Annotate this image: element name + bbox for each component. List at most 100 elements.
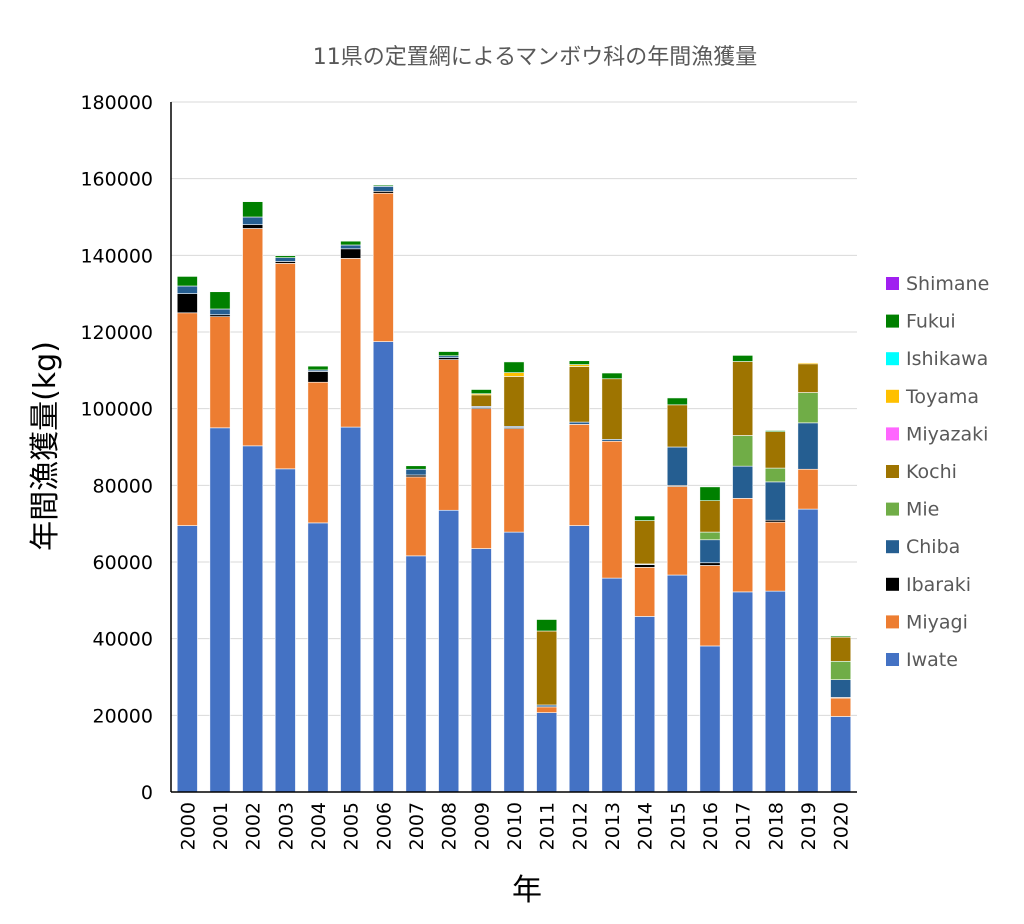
bar-iwate-2018 — [764, 590, 786, 793]
legend: Shimane Fukui Ishikawa Toyama Miyazaki Kochi M… — [886, 273, 989, 671]
bar-miyagi-2000 — [176, 312, 198, 526]
x-tick-label: 2000 — [177, 802, 199, 850]
legend-item-kochi: Kochi — [886, 461, 957, 483]
bar-ibaraki-2004 — [307, 371, 329, 383]
bar-iwate-2011 — [536, 712, 558, 793]
bar-mie-2018 — [764, 467, 786, 483]
bar-chiba-2016 — [699, 539, 721, 564]
bar-kochi-2020 — [830, 636, 852, 662]
bar-kochi-2013 — [601, 378, 623, 440]
legend-label: Shimane — [906, 273, 989, 295]
legend-item-ibaraki: Ibaraki — [886, 574, 971, 596]
x-tick-label: 2016 — [700, 802, 722, 850]
y-tick-label: 60000 — [93, 552, 153, 574]
x-tick-label: 2006 — [373, 802, 395, 850]
bar-fukui-2016 — [699, 486, 721, 501]
bar-miyagi-2015 — [666, 486, 688, 576]
bar-fukui-2017 — [732, 355, 754, 362]
bar-iwate-2001 — [209, 427, 231, 793]
bar-miyagi-2001 — [209, 316, 231, 429]
bar-ibaraki-2002 — [242, 224, 264, 229]
legend-item-miyazaki: Miyazaki — [886, 423, 988, 445]
bar-fukui-2014 — [634, 515, 656, 521]
legend-item-ishikawa: Ishikawa — [886, 348, 988, 370]
bar-miyagi-2009 — [470, 408, 492, 549]
bar-miyagi-2006 — [372, 192, 394, 342]
y-tick-label: 180000 — [80, 92, 153, 114]
bar-ibaraki-2016 — [699, 562, 721, 566]
bar-fukui-2006 — [372, 184, 394, 187]
legend-item-toyama: Toyama — [886, 386, 979, 408]
x-tick-label: 2013 — [602, 802, 624, 850]
chart-title: 11県の定置網によるマンボウ科の年間漁獲量 — [313, 45, 757, 70]
x-tick-label: 2012 — [569, 802, 591, 850]
legend-label: Fukui — [906, 311, 956, 333]
bar-ibaraki-2014 — [634, 564, 656, 568]
bar-chiba-2019 — [797, 422, 819, 470]
y-axis-title: 年間漁獲量(kg) — [28, 341, 63, 551]
bar-miyagi-2008 — [438, 359, 460, 511]
bar-fukui-2013 — [601, 372, 623, 380]
x-axis-title: 年 — [512, 873, 542, 908]
bar-miyagi-2002 — [242, 228, 264, 447]
bar-fukui-2015 — [666, 397, 688, 406]
x-tick-label: 2014 — [635, 802, 657, 850]
bar-mie-2017 — [732, 435, 754, 467]
x-tick-label: 2005 — [341, 802, 363, 850]
legend-swatch — [886, 465, 899, 478]
bar-iwate-2020 — [830, 716, 852, 793]
bar-miyagi-2019 — [797, 468, 819, 510]
x-tick-label: 2017 — [733, 802, 755, 850]
bar-fukui-2008 — [438, 351, 460, 357]
bar-fukui-2000 — [176, 276, 198, 287]
bar-iwate-2016 — [699, 645, 721, 793]
bar-iwate-2008 — [438, 509, 460, 793]
x-tick-label: 2019 — [798, 802, 820, 850]
bar-mie-2020 — [830, 660, 852, 680]
bar-miyagi-2016 — [699, 565, 721, 647]
y-tick-label: 100000 — [80, 399, 153, 421]
legend-label: Mie — [906, 499, 939, 521]
bar-iwate-2003 — [274, 468, 296, 793]
legend-label: Miyagi — [906, 611, 968, 633]
bar-fukui-2005 — [340, 240, 362, 246]
bar-fukui-2007 — [405, 465, 427, 470]
bar-iwate-2015 — [666, 574, 688, 793]
bar-fukui-2003 — [274, 255, 296, 258]
y-tick-label: 20000 — [93, 705, 153, 727]
bar-iwate-2004 — [307, 522, 329, 793]
bar-kochi-2014 — [634, 520, 656, 565]
bar-fukui-2018 — [764, 430, 786, 432]
legend-label: Ishikawa — [906, 348, 988, 370]
bar-toyama-2010 — [503, 372, 525, 377]
bar-miyagi-2007 — [405, 476, 427, 557]
bar-kochi-2012 — [568, 366, 590, 423]
y-tick-label: 80000 — [93, 475, 153, 497]
x-tick-label: 2008 — [439, 802, 461, 850]
bar-kochi-2009 — [470, 394, 492, 407]
bar-chiba-2020 — [830, 679, 852, 698]
bar-fukui-2004 — [307, 365, 329, 371]
bar-iwate-2000 — [176, 525, 198, 793]
bar-iwate-2014 — [634, 616, 656, 793]
axes — [170, 102, 857, 793]
y-tick-label: 120000 — [80, 322, 153, 344]
bar-iwate-2002 — [242, 445, 264, 793]
bars — [176, 184, 852, 793]
bar-miyagi-2020 — [830, 697, 852, 717]
legend-swatch — [886, 389, 899, 403]
bar-iwate-2019 — [797, 508, 819, 793]
legend-item-miyagi: Miyagi — [886, 611, 968, 633]
y-tick-label: 40000 — [93, 629, 153, 651]
bar-chiba-2001 — [209, 308, 231, 316]
x-tick-label: 2004 — [308, 802, 330, 850]
x-tick-label: 2018 — [765, 802, 787, 850]
bar-iwate-2012 — [568, 525, 590, 793]
bar-iwate-2009 — [470, 548, 492, 793]
legend-label: Iwate — [906, 649, 958, 671]
bar-chiba-2003 — [274, 257, 296, 262]
bar-mie-2019 — [797, 392, 819, 424]
y-tick-label: 160000 — [80, 169, 153, 191]
